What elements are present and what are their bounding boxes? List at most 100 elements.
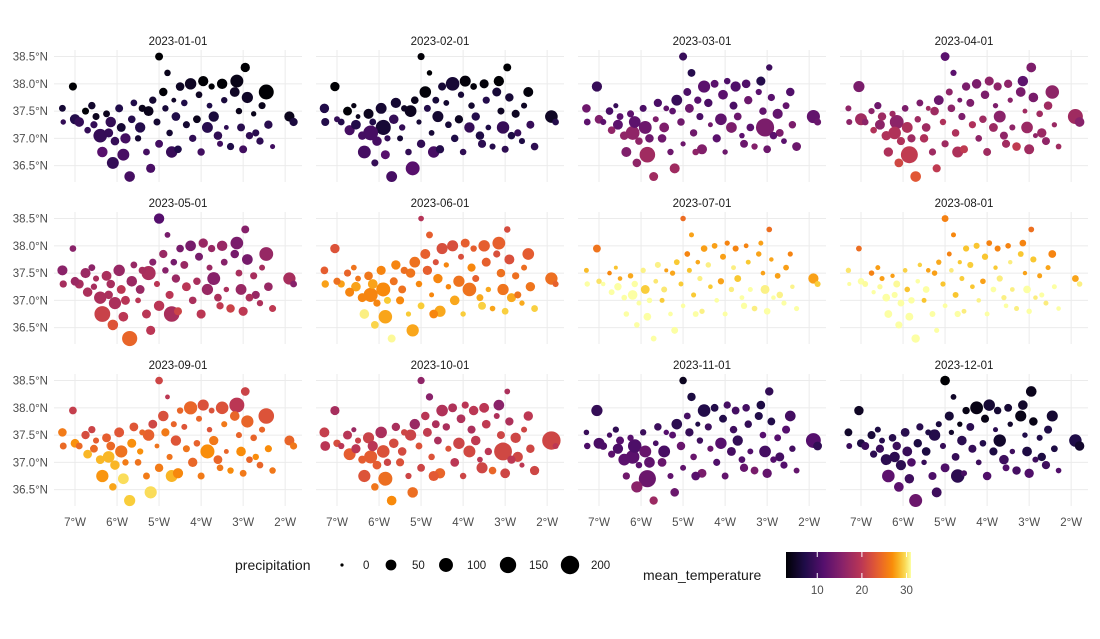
station-point [1026,62,1037,73]
station-point [380,150,390,160]
station-point [970,284,975,290]
station-point [488,466,497,475]
station-point [627,273,634,279]
station-point [496,121,510,134]
station-point [896,137,906,146]
station-point [747,286,753,292]
station-point [650,335,657,342]
station-point [475,131,485,140]
station-point [921,297,927,303]
station-point [117,473,129,485]
size-legend-key [439,558,453,572]
station-point [966,98,975,107]
station-point [889,115,904,129]
station-point [688,232,695,238]
station-point [959,276,965,282]
station-point [905,312,914,321]
station-point [463,445,476,458]
station-point [358,455,367,464]
station-point [362,432,375,444]
station-point [129,422,139,432]
station-point [166,129,173,137]
station-point [676,441,686,451]
station-point [415,280,423,288]
station-point [102,451,115,463]
station-point [612,426,619,433]
station-point [930,106,939,116]
station-point [607,126,616,135]
station-point [206,426,213,433]
station-point [246,456,253,463]
station-point [628,116,641,128]
station-point [993,110,1006,123]
station-point [358,469,371,483]
station-point [1036,110,1043,118]
station-point [929,311,936,317]
station-point [84,126,91,134]
station-point [165,394,170,400]
station-point [197,399,209,411]
station-point [416,119,422,125]
station-point [396,458,405,467]
station-point [687,392,696,402]
station-point [364,450,378,464]
station-point [1003,303,1009,309]
station-point [770,456,777,463]
station-point [417,52,425,61]
station-point [870,450,878,458]
station-point [351,102,357,109]
station-point [92,275,100,282]
station-point [200,444,215,459]
station-point [477,139,487,148]
station-point [241,254,253,265]
station-point [448,403,458,413]
station-point [750,466,759,475]
station-point [1032,133,1038,139]
station-point [1014,306,1020,312]
station-point [993,82,1002,91]
station-point [993,434,1006,447]
station-point [235,432,242,439]
station-point [195,252,203,261]
station-point [931,487,942,498]
station-point [940,463,950,473]
station-point [90,283,98,290]
y-tick-label: 37.0°N [13,295,48,307]
station-point [788,121,797,129]
station-point [612,443,624,454]
station-point [942,303,948,309]
station-point [240,387,250,396]
station-point [468,405,479,416]
x-tick-label: 5°W [672,517,694,529]
station-point [256,299,264,307]
station-point [358,131,367,140]
station-point [845,105,852,112]
station-point [861,442,870,450]
station-point [124,171,135,182]
station-point [893,280,901,288]
station-point [614,283,622,291]
station-point [357,145,371,159]
station-point [747,448,754,455]
panel-title-2023-09-01: 2023-09-01 [149,360,208,372]
station-point [367,279,378,289]
station-point [756,400,766,410]
station-point [208,83,215,90]
station-point [104,128,114,138]
station-point [772,108,783,119]
station-point [319,427,330,438]
station-point [961,308,967,314]
station-point [916,99,924,107]
station-point [171,112,181,121]
station-point [241,225,250,234]
station-point [980,414,990,423]
station-point [405,148,412,156]
station-point [909,494,923,508]
station-point [144,486,157,499]
station-point [420,248,431,260]
station-point [404,105,417,117]
station-point [88,264,96,272]
station-point [882,469,895,483]
station-point [102,433,111,443]
